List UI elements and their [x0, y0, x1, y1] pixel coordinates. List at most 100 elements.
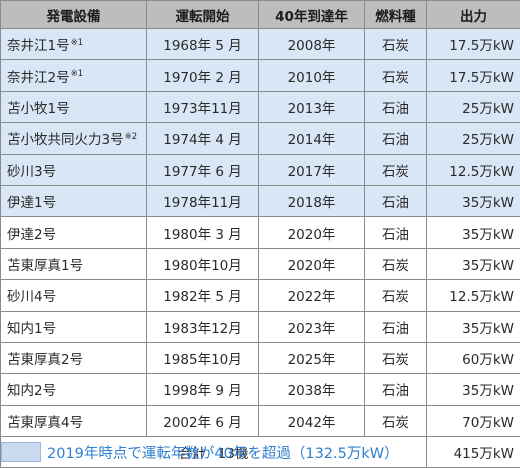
start-date-cell: 1970年 2 月	[147, 60, 259, 91]
start-date-cell: 1968年 5 月	[147, 29, 259, 60]
facility-name: 知内2号	[7, 383, 56, 399]
facility-name: 苫東厚真1号	[7, 258, 83, 274]
start-date-cell: 2002年 6 月	[147, 405, 259, 436]
facility-name: 知内1号	[7, 321, 56, 337]
footnote-marker: ※1	[71, 69, 84, 79]
year-40-cell: 2020年	[259, 248, 365, 279]
facility-name: 苫東厚真2号	[7, 352, 83, 368]
fuel-type-cell: 石炭	[365, 154, 427, 185]
start-date-cell: 1978年11月	[147, 185, 259, 216]
fuel-type-cell: 石炭	[365, 280, 427, 311]
year-40-cell: 2017年	[259, 154, 365, 185]
year-40-cell: 2038年	[259, 374, 365, 405]
start-date-cell: 1980年10月	[147, 248, 259, 279]
header-start: 運転開始	[147, 1, 259, 29]
facility-name: 伊達2号	[7, 227, 56, 243]
start-date-cell: 1983年12月	[147, 311, 259, 342]
year-40-cell: 2010年	[259, 60, 365, 91]
facility-name-cell: 苫東厚真2号	[1, 342, 147, 373]
facility-name-cell: 苫東厚真4号	[1, 405, 147, 436]
fuel-type-cell: 石油	[365, 217, 427, 248]
facility-name: 苫小牧共同火力3号	[7, 132, 124, 148]
year-40-cell: 2023年	[259, 311, 365, 342]
facility-name-cell: 奈井江1号※1	[1, 29, 147, 60]
fuel-type-cell: 石油	[365, 185, 427, 216]
facility-name: 奈井江1号	[7, 38, 70, 54]
year-40-cell: 2018年	[259, 185, 365, 216]
year-40-cell: 2013年	[259, 91, 365, 122]
fuel-type-cell: 石炭	[365, 342, 427, 373]
output-cell: 70万kW	[427, 405, 520, 436]
start-date-cell: 1974年 4 月	[147, 123, 259, 154]
output-cell: 25万kW	[427, 123, 520, 154]
fuel-type-cell: 石炭	[365, 248, 427, 279]
facility-name: 苫東厚真4号	[7, 415, 83, 431]
facility-name-cell: 伊達2号	[1, 217, 147, 248]
fuel-type-cell: 石炭	[365, 405, 427, 436]
start-date-cell: 1998年 9 月	[147, 374, 259, 405]
fuel-type-cell: 石油	[365, 91, 427, 122]
header-output: 出力	[427, 1, 520, 29]
output-cell: 12.5万kW	[427, 154, 520, 185]
start-date-cell: 1985年10月	[147, 342, 259, 373]
output-cell: 25万kW	[427, 91, 520, 122]
fuel-type-cell: 石炭	[365, 60, 427, 91]
facility-name: 奈井江2号	[7, 70, 70, 86]
facility-name: 砂川4号	[7, 289, 56, 305]
output-cell: 35万kW	[427, 248, 520, 279]
header-facility: 発電設備	[1, 1, 147, 29]
year-40-cell: 2020年	[259, 217, 365, 248]
output-cell: 17.5万kW	[427, 60, 520, 91]
facility-name-cell: 奈井江2号※1	[1, 60, 147, 91]
total-output: 415万kW	[427, 437, 520, 468]
output-cell: 35万kW	[427, 311, 520, 342]
legend-text: 2019年時点で運転年数が40年を超過（132.5万kW）	[47, 442, 399, 463]
facility-name-cell: 知内1号	[1, 311, 147, 342]
year-40-cell: 2042年	[259, 405, 365, 436]
output-cell: 35万kW	[427, 374, 520, 405]
start-date-cell: 1973年11月	[147, 91, 259, 122]
start-date-cell: 1982年 5 月	[147, 280, 259, 311]
facility-name: 苫小牧1号	[7, 101, 70, 117]
fuel-type-cell: 石炭	[365, 29, 427, 60]
facility-name-cell: 苫東厚真1号	[1, 248, 147, 279]
facility-name-cell: 伊達1号	[1, 185, 147, 216]
footnote-marker: ※2	[125, 132, 138, 142]
output-cell: 35万kW	[427, 185, 520, 216]
table-header-row: 発電設備 運転開始 40年到達年 燃料種 出力	[1, 1, 520, 29]
year-40-cell: 2014年	[259, 123, 365, 154]
fuel-type-cell: 石油	[365, 311, 427, 342]
facility-name-cell: 苫小牧1号	[1, 91, 147, 122]
legend: 2019年時点で運転年数が40年を超過（132.5万kW）	[1, 440, 399, 464]
start-date-cell: 1977年 6 月	[147, 154, 259, 185]
footnote-marker: ※1	[71, 38, 84, 48]
output-cell: 12.5万kW	[427, 280, 520, 311]
start-date-cell: 1980年 3 月	[147, 217, 259, 248]
output-cell: 60万kW	[427, 342, 520, 373]
year-40-cell: 2008年	[259, 29, 365, 60]
facility-name: 伊達1号	[7, 195, 56, 211]
facility-name-cell: 知内2号	[1, 374, 147, 405]
facility-name-cell: 砂川4号	[1, 280, 147, 311]
header-40-year: 40年到達年	[259, 1, 365, 29]
facility-name-cell: 苫小牧共同火力3号※2	[1, 123, 147, 154]
facility-name: 砂川3号	[7, 164, 56, 180]
year-40-cell: 2025年	[259, 342, 365, 373]
header-fuel: 燃料種	[365, 1, 427, 29]
legend-swatch	[1, 442, 41, 462]
